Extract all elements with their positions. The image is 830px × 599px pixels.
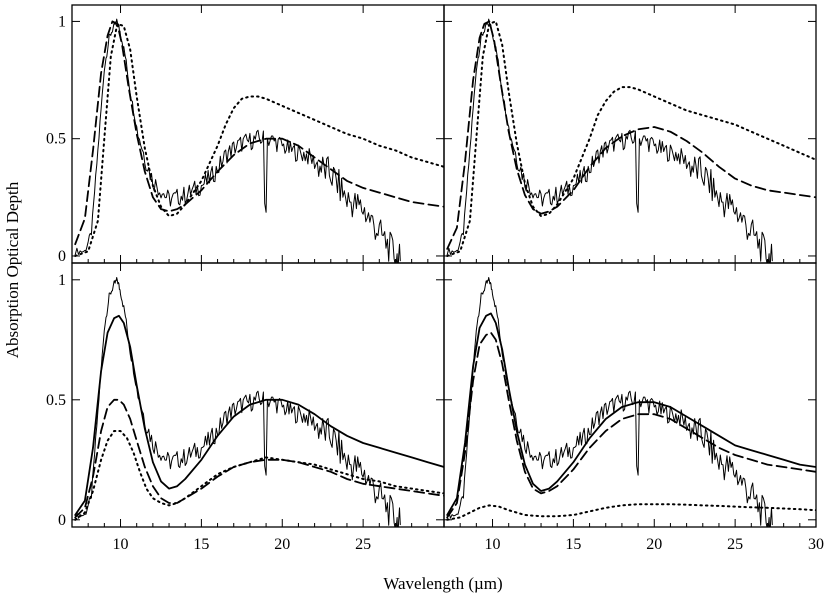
x-tick-label: 30 bbox=[808, 536, 824, 553]
y-tick-label: 0 bbox=[58, 248, 66, 265]
panel-top-left: 00.51 bbox=[46, 4, 445, 265]
y-tick-label: 1 bbox=[58, 272, 66, 289]
panel-bottom-left: 10 15 20 25 0 0.5 1 bbox=[46, 262, 445, 553]
x-axis-title: Wavelength (µm) bbox=[383, 574, 502, 593]
series-group bbox=[446, 277, 816, 527]
panel-frame bbox=[443, 4, 817, 264]
y-axis-title: Absorption Optical Depth bbox=[3, 181, 22, 358]
series-group bbox=[74, 18, 444, 263]
series-dashed-line bbox=[446, 20, 816, 250]
series-observed-line bbox=[446, 18, 773, 263]
series-observed-line bbox=[74, 18, 401, 263]
x-tick-label: 20 bbox=[646, 536, 662, 553]
series-dashed-line bbox=[74, 20, 444, 246]
series-dotted-line bbox=[446, 20, 816, 257]
y-tick-label: 0.5 bbox=[46, 392, 66, 409]
panel-bottom-right: 10 15 20 25 30 bbox=[443, 262, 824, 553]
series-dotted-line bbox=[74, 22, 444, 257]
series-solid-line bbox=[446, 312, 816, 516]
panel-frame bbox=[443, 262, 817, 528]
series-group bbox=[74, 277, 444, 527]
series-dotted-line bbox=[74, 430, 444, 521]
x-tick-label: 20 bbox=[274, 536, 290, 553]
y-tick-label: 0 bbox=[58, 512, 66, 529]
y-tick-label: 1 bbox=[58, 13, 66, 30]
series-solid-line bbox=[74, 314, 444, 516]
x-tick-label: 10 bbox=[113, 536, 129, 553]
y-tick-label: 0.5 bbox=[46, 131, 66, 148]
series-dashed-line bbox=[446, 331, 816, 519]
x-tick-label: 25 bbox=[727, 536, 743, 553]
x-tick-label: 15 bbox=[565, 536, 581, 553]
series-observed-line bbox=[446, 277, 773, 527]
x-tick-label: 25 bbox=[355, 536, 371, 553]
panel-top-right bbox=[443, 4, 817, 264]
series-group bbox=[446, 18, 816, 263]
series-observed-line bbox=[74, 277, 401, 527]
series-dotted-line bbox=[446, 503, 816, 521]
x-tick-label: 10 bbox=[485, 536, 501, 553]
x-tick-label: 15 bbox=[193, 536, 209, 553]
